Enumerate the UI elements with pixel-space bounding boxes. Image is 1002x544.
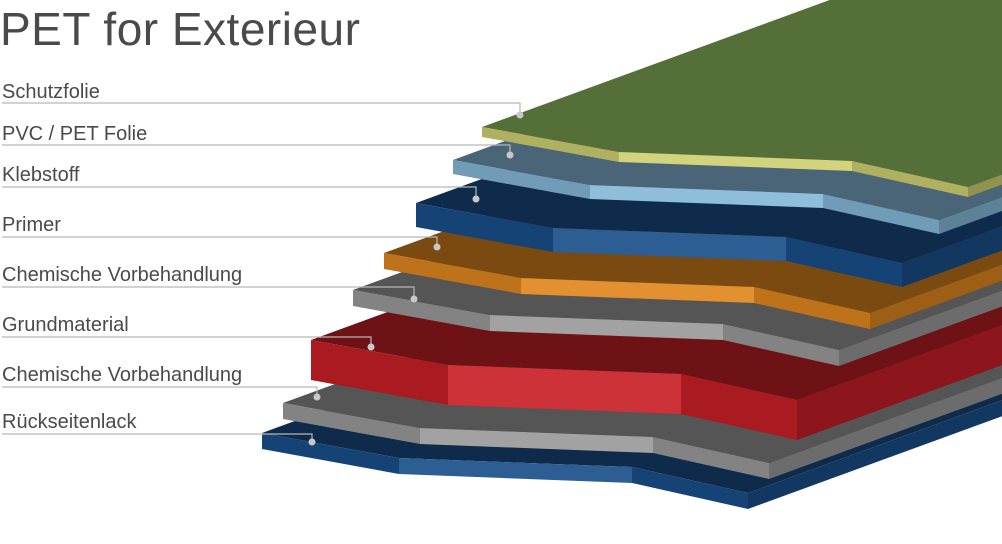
slab-side-1 bbox=[939, 196, 1002, 234]
leader-dot-6 bbox=[313, 393, 321, 401]
label-chem-vorbehandlung-2: Chemische Vorbehandlung bbox=[2, 364, 243, 386]
leader-line-1 bbox=[2, 144, 511, 155]
slab-front-4-0 bbox=[353, 290, 490, 331]
slab-front-2-0 bbox=[416, 203, 553, 252]
label-grundmaterial: Grundmaterial bbox=[2, 314, 129, 336]
slab-side-7 bbox=[748, 400, 1002, 509]
slab-side-3 bbox=[870, 264, 1002, 329]
slab-front-6-1 bbox=[420, 428, 653, 453]
label-chem-vorbehandlung-1: Chemische Vorbehandlung bbox=[2, 264, 243, 286]
leader-line-0 bbox=[2, 102, 521, 115]
label-pvc-pet-folie: PVC / PET Folie bbox=[2, 123, 148, 145]
leader-dot-5 bbox=[367, 343, 375, 351]
leader-dot-0 bbox=[516, 111, 524, 119]
leader-dot-1 bbox=[506, 151, 514, 159]
leader-dot-4 bbox=[410, 295, 418, 303]
leader-dot-7 bbox=[308, 438, 316, 446]
slab-side-4 bbox=[839, 290, 1002, 366]
slab-front-1-2 bbox=[823, 194, 939, 234]
leader-dot-3 bbox=[433, 243, 441, 251]
slab-front-2-2 bbox=[786, 237, 902, 287]
slab-front-5-2 bbox=[681, 374, 797, 440]
slab-front-7-2 bbox=[632, 467, 748, 509]
leader-line-4 bbox=[2, 286, 415, 299]
diagram-title: PET for Exterieur bbox=[0, 3, 361, 55]
slab-top-0 bbox=[482, 0, 1002, 187]
slab-front-6-2 bbox=[653, 437, 769, 479]
slab-side-0 bbox=[968, 174, 1002, 197]
slab-front-6-0 bbox=[283, 403, 420, 444]
slab-front-0-1 bbox=[619, 152, 852, 171]
leader-line-2 bbox=[2, 186, 477, 199]
slab-side-2 bbox=[902, 226, 1002, 287]
slab-front-3-0 bbox=[384, 253, 521, 294]
slab-front-5-0 bbox=[311, 340, 448, 405]
leader-dot-2 bbox=[472, 195, 480, 203]
label-schutzfolie: Schutzfolie bbox=[2, 81, 100, 103]
slab-front-7-1 bbox=[399, 458, 632, 483]
slab-front-3-1 bbox=[521, 278, 754, 303]
slab-front-2-1 bbox=[553, 228, 786, 261]
slab-front-7-0 bbox=[262, 433, 399, 474]
slab-front-1-1 bbox=[590, 185, 823, 208]
slab-front-3-2 bbox=[754, 287, 870, 329]
slab-front-4-1 bbox=[490, 315, 723, 340]
leader-line-6 bbox=[2, 386, 318, 397]
slab-front-1-0 bbox=[453, 160, 590, 199]
label-primer: Primer bbox=[2, 214, 61, 236]
slab-side-6 bbox=[769, 377, 1002, 479]
slab-front-0-0 bbox=[482, 127, 619, 162]
label-klebstoff: Klebstoff bbox=[2, 164, 80, 186]
leader-line-3 bbox=[2, 236, 438, 247]
slab-front-5-1 bbox=[448, 365, 681, 414]
slab-side-5 bbox=[797, 325, 1002, 440]
label-rueckseitenlack: Rückseitenlack bbox=[2, 411, 137, 433]
slab-front-0-2 bbox=[852, 161, 968, 197]
slab-front-4-2 bbox=[723, 324, 839, 366]
